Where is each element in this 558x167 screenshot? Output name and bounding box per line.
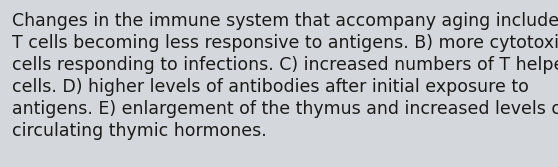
Text: Changes in the immune system that accompany aging include A): Changes in the immune system that accomp…	[12, 12, 558, 30]
Text: cells. D) higher levels of antibodies after initial exposure to: cells. D) higher levels of antibodies af…	[12, 78, 529, 96]
Text: circulating thymic hormones.: circulating thymic hormones.	[12, 122, 267, 140]
Text: T cells becoming less responsive to antigens. B) more cytotoxic T: T cells becoming less responsive to anti…	[12, 34, 558, 52]
Text: antigens. E) enlargement of the thymus and increased levels of: antigens. E) enlargement of the thymus a…	[12, 100, 558, 118]
Text: cells responding to infections. C) increased numbers of T helper: cells responding to infections. C) incre…	[12, 56, 558, 74]
